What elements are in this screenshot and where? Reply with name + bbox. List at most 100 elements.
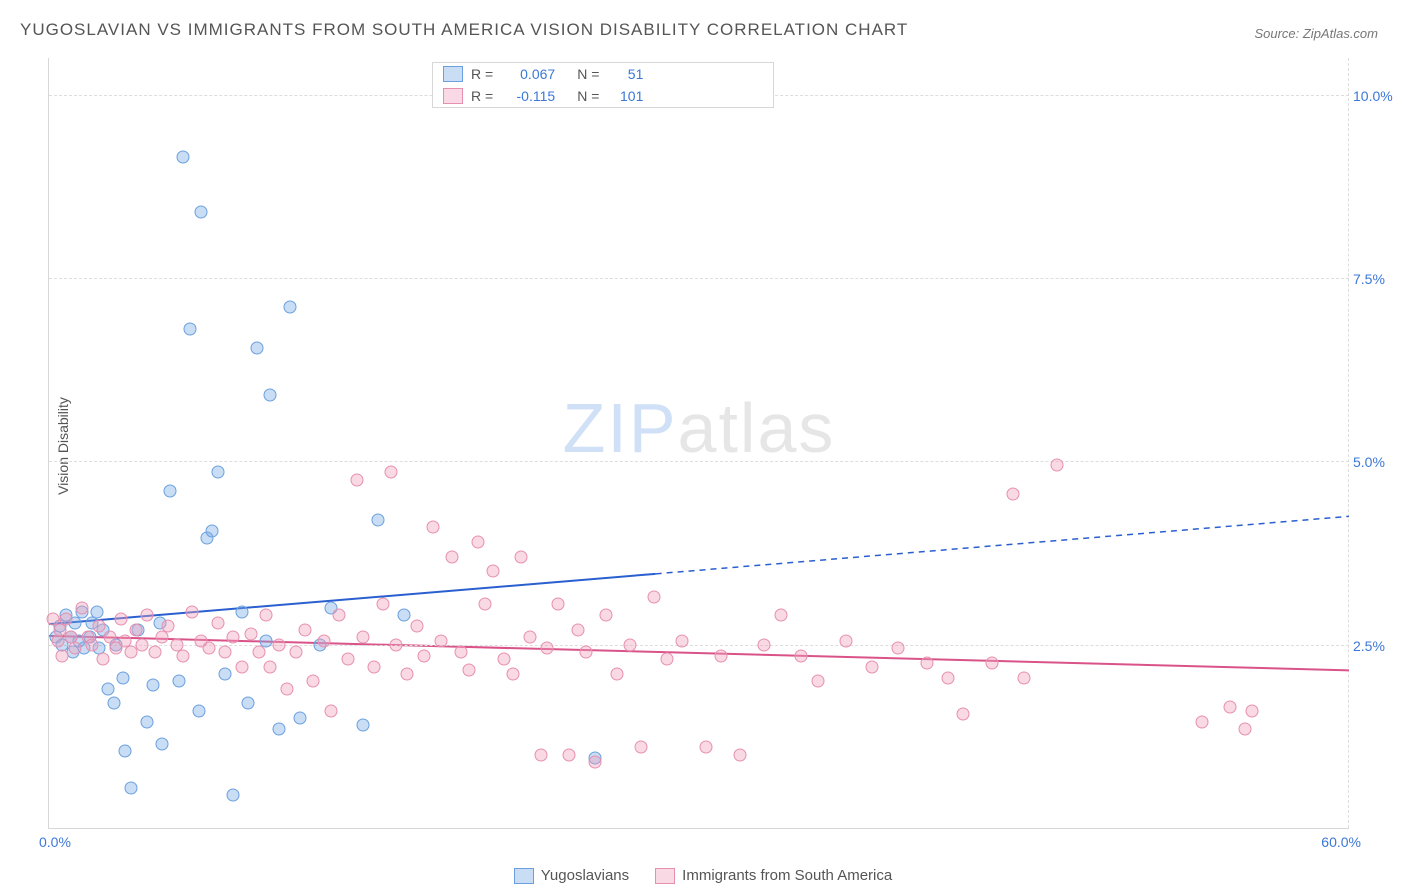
data-point [498, 653, 511, 666]
data-point [534, 748, 547, 761]
data-point [218, 646, 231, 659]
data-point [186, 605, 199, 618]
data-point [599, 609, 612, 622]
data-point [487, 565, 500, 578]
data-point [283, 301, 296, 314]
data-point [235, 605, 248, 618]
data-point [1195, 715, 1208, 728]
stat-r-label: R = [471, 66, 493, 82]
data-point [699, 741, 712, 754]
data-point [675, 635, 688, 648]
data-point [118, 745, 131, 758]
data-point [1245, 704, 1258, 717]
data-point [1007, 488, 1020, 501]
data-point [272, 638, 285, 651]
data-point [580, 646, 593, 659]
data-point [140, 715, 153, 728]
data-point [812, 675, 825, 688]
data-point [1050, 459, 1063, 472]
data-point [385, 466, 398, 479]
trend-line-dashed [656, 516, 1349, 573]
data-point [866, 660, 879, 673]
source-attribution: Source: ZipAtlas.com [1254, 26, 1378, 41]
gridline-y: 7.5% [49, 278, 1349, 279]
data-point [840, 635, 853, 648]
data-point [264, 660, 277, 673]
legend-swatch-immigrants [655, 868, 675, 884]
legend-swatch-yugoslavians [514, 868, 534, 884]
data-point [173, 675, 186, 688]
data-point [892, 642, 905, 655]
data-point [218, 668, 231, 681]
legend-label-yugoslavians: Yugoslavians [541, 867, 629, 884]
data-point [205, 525, 218, 538]
data-point [136, 638, 149, 651]
data-point [212, 616, 225, 629]
correlation-stats-box: R =0.067N =51R =-0.115N =101 [432, 62, 774, 108]
stat-r-label: R = [471, 88, 493, 104]
data-point [294, 712, 307, 725]
data-point [108, 697, 121, 710]
data-point [177, 151, 190, 164]
data-point [290, 646, 303, 659]
data-point [376, 598, 389, 611]
data-point [623, 638, 636, 651]
data-point [610, 668, 623, 681]
data-point [227, 631, 240, 644]
data-point [472, 536, 485, 549]
data-point [389, 638, 402, 651]
y-tick-label: 5.0% [1353, 454, 1401, 470]
data-point [90, 605, 103, 618]
data-point [56, 649, 69, 662]
stat-r-value: 0.067 [501, 66, 555, 82]
data-point [318, 635, 331, 648]
data-point [324, 704, 337, 717]
data-point [281, 682, 294, 695]
data-point [368, 660, 381, 673]
stat-n-label: N = [577, 66, 599, 82]
data-point [417, 649, 430, 662]
legend-item-immigrants: Immigrants from South America [655, 867, 892, 884]
data-point [298, 624, 311, 637]
data-point [264, 389, 277, 402]
data-point [942, 671, 955, 684]
data-point [571, 624, 584, 637]
data-point [116, 671, 129, 684]
data-point [203, 642, 216, 655]
data-point [357, 631, 370, 644]
data-point [985, 657, 998, 670]
scatter-plot-area: ZIPatlas 2.5%5.0%7.5%10.0%0.0%60.0% [48, 58, 1349, 829]
data-point [272, 723, 285, 736]
data-point [235, 660, 248, 673]
data-point [634, 741, 647, 754]
data-point [164, 484, 177, 497]
data-point [1239, 723, 1252, 736]
data-point [259, 609, 272, 622]
data-point [92, 620, 105, 633]
data-point [333, 609, 346, 622]
data-point [454, 646, 467, 659]
data-point [541, 642, 554, 655]
data-point [411, 620, 424, 633]
data-point [307, 675, 320, 688]
data-point [194, 206, 207, 219]
data-point [251, 341, 264, 354]
data-point [714, 649, 727, 662]
data-point [155, 631, 168, 644]
data-point [86, 638, 99, 651]
data-point [794, 649, 807, 662]
data-point [350, 473, 363, 486]
data-point [114, 613, 127, 626]
data-point [372, 514, 385, 527]
data-point [563, 748, 576, 761]
data-point [244, 627, 257, 640]
data-point [524, 631, 537, 644]
data-point [125, 781, 138, 794]
data-point [140, 609, 153, 622]
data-point [478, 598, 491, 611]
stat-swatch [443, 88, 463, 104]
data-point [97, 653, 110, 666]
data-point [51, 635, 64, 648]
legend-label-immigrants: Immigrants from South America [682, 867, 892, 884]
data-point [435, 635, 448, 648]
